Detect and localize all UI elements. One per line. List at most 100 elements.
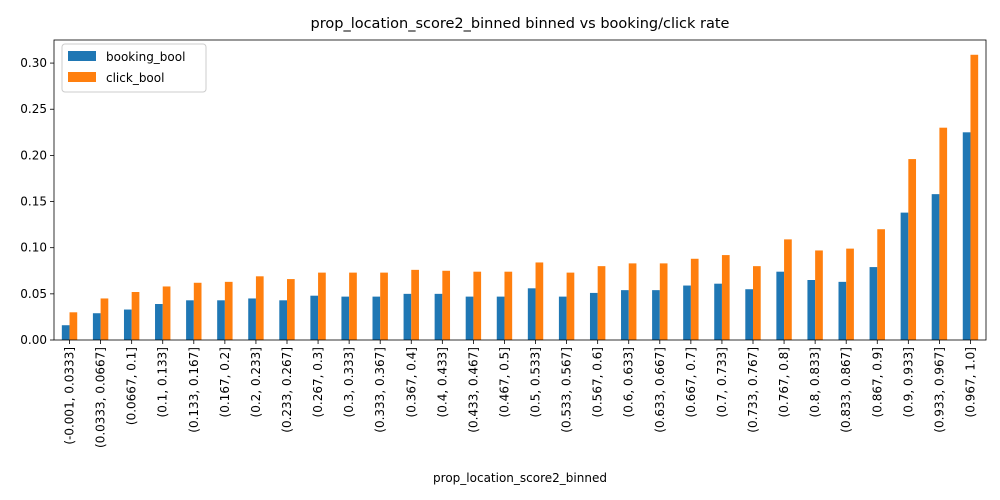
bar-booking_bool-22 (745, 289, 753, 340)
bar-booking_bool-28 (931, 194, 940, 340)
bar-click_bool-26 (877, 229, 885, 340)
plot-frame (53, 39, 987, 341)
x-tick-label: (0.8, 0.833] (808, 347, 822, 417)
bar-booking_bool-17 (589, 292, 598, 340)
bar-click_bool-5 (224, 281, 233, 340)
legend-swatch-click (68, 72, 96, 82)
bar-booking_bool-26 (869, 267, 878, 340)
bar-booking_bool-11 (403, 293, 412, 340)
x-tick-label: (0.933, 0.967] (932, 347, 946, 433)
bar-click_bool-28 (939, 127, 948, 340)
x-tick-label: (0.567, 0.6] (591, 347, 605, 417)
x-tick-label: (0.9, 0.933] (901, 347, 915, 417)
bar-click_bool-21 (721, 255, 730, 340)
y-axis: 0.00 0.05 0.10 0.15 0.20 0.25 0.30 (20, 56, 54, 347)
bar-booking_bool-29 (962, 132, 971, 340)
x-tick-label: (0.633, 0.667] (653, 347, 667, 433)
x-tick-label: (0.833, 0.867] (839, 347, 853, 433)
bar-click_bool-3 (162, 286, 171, 340)
bar-click_bool-11 (411, 269, 419, 340)
bar-booking_bool-9 (341, 296, 350, 340)
x-tick-label: (0.367, 0.4] (404, 347, 418, 417)
bar-click_bool-6 (255, 276, 264, 340)
bar-booking_bool-6 (248, 298, 256, 340)
bar-booking_bool-13 (465, 296, 474, 340)
y-tick-label: 0.15 (20, 195, 47, 209)
bar-click_bool-7 (287, 279, 295, 340)
x-tick-label: (0.0333, 0.0667] (94, 347, 108, 448)
x-tick-label: (0.433, 0.467] (466, 347, 480, 433)
bar-booking_bool-15 (527, 288, 536, 340)
x-tick-label: (0.1, 0.133] (156, 347, 170, 417)
bar-click_bool-24 (815, 250, 823, 340)
y-tick-label: 0.25 (20, 102, 47, 116)
bar-click_bool-10 (380, 272, 388, 340)
x-tick-label: (0.867, 0.9] (870, 347, 884, 417)
bar-click_bool-25 (846, 248, 854, 340)
x-tick-label: (0.667, 0.7] (684, 347, 698, 417)
y-tick-label: 0.30 (20, 56, 47, 70)
bar-booking_bool-3 (155, 304, 163, 340)
legend-swatch-booking (68, 51, 96, 61)
bar-click_bool-27 (908, 159, 917, 340)
x-axis-label: prop_location_score2_binned (433, 471, 607, 485)
legend: booking_bool click_bool (61, 43, 207, 93)
x-tick-label: (0.167, 0.2] (218, 347, 232, 417)
bar-click_bool-22 (753, 266, 761, 340)
x-tick-label: (0.967, 1.0] (963, 347, 977, 417)
x-tick-label: (0.533, 0.567] (560, 347, 574, 433)
y-tick-label: 0.10 (20, 241, 47, 255)
x-tick-label: (0.467, 0.5] (497, 347, 511, 417)
bar-booking_bool-8 (310, 295, 319, 340)
bar-click_bool-29 (970, 54, 979, 341)
bar-booking_bool-1 (92, 313, 101, 340)
x-tick-label: (0.267, 0.3] (311, 347, 325, 417)
bar-click_bool-23 (784, 239, 792, 340)
x-axis: (-0.001, 0.0333] (0.0333, 0.0667] (0.0667,… (63, 340, 977, 448)
chart-title: prop_location_score2_binned binned vs bo… (311, 16, 730, 32)
x-tick-label: (0.233, 0.267] (280, 347, 294, 433)
bar-click_bool-4 (193, 282, 202, 340)
bar-click_bool-9 (349, 272, 357, 340)
bar-click_bool-8 (318, 272, 326, 340)
bar-booking_bool-2 (123, 309, 132, 340)
bar-click_bool-20 (690, 258, 699, 340)
x-tick-label: (0.333, 0.367] (373, 347, 387, 433)
legend-label-click: click_bool (106, 71, 164, 85)
x-tick-label: (0.133, 0.167] (187, 347, 201, 433)
bar-click_bool-19 (659, 263, 668, 340)
x-tick-label: (0.2, 0.233] (249, 347, 263, 417)
bar-click_bool-14 (504, 271, 513, 340)
bar-click_bool-16 (566, 272, 575, 340)
y-tick-label: 0.20 (20, 148, 47, 162)
bar-click_bool-15 (535, 262, 544, 340)
bar-booking_bool-7 (279, 300, 287, 340)
bar-booking_bool-4 (186, 300, 194, 340)
legend-label-booking: booking_bool (106, 50, 185, 64)
bar-booking_bool-12 (434, 293, 443, 340)
bar-booking_bool-24 (807, 280, 816, 340)
bar-booking_bool-5 (217, 300, 225, 340)
bar-click_bool-18 (628, 263, 637, 340)
bar-booking_bool-10 (372, 296, 381, 340)
bars-group (61, 54, 979, 341)
x-tick-label: (0.733, 0.767] (746, 347, 760, 433)
x-tick-label: (0.767, 0.8] (777, 347, 791, 417)
x-tick-label: (0.0667, 0.1] (125, 347, 139, 425)
bar-booking_bool-19 (652, 290, 660, 340)
bar-booking_bool-16 (558, 296, 567, 340)
legend-frame (61, 43, 207, 93)
y-tick-label: 0.00 (20, 333, 47, 347)
x-tick-label: (0.3, 0.333] (342, 347, 356, 417)
bar-click_bool-2 (131, 292, 140, 340)
x-tick-label: (0.4, 0.433] (435, 347, 449, 417)
x-tick-label: (0.6, 0.633] (622, 347, 636, 417)
bar-booking_bool-20 (683, 285, 691, 340)
bar-booking_bool-25 (838, 281, 847, 340)
bar-booking_bool-18 (621, 290, 629, 340)
x-tick-label: (0.5, 0.533] (529, 347, 543, 417)
bar-click_bool-12 (442, 270, 451, 340)
bar-booking_bool-23 (776, 271, 785, 340)
